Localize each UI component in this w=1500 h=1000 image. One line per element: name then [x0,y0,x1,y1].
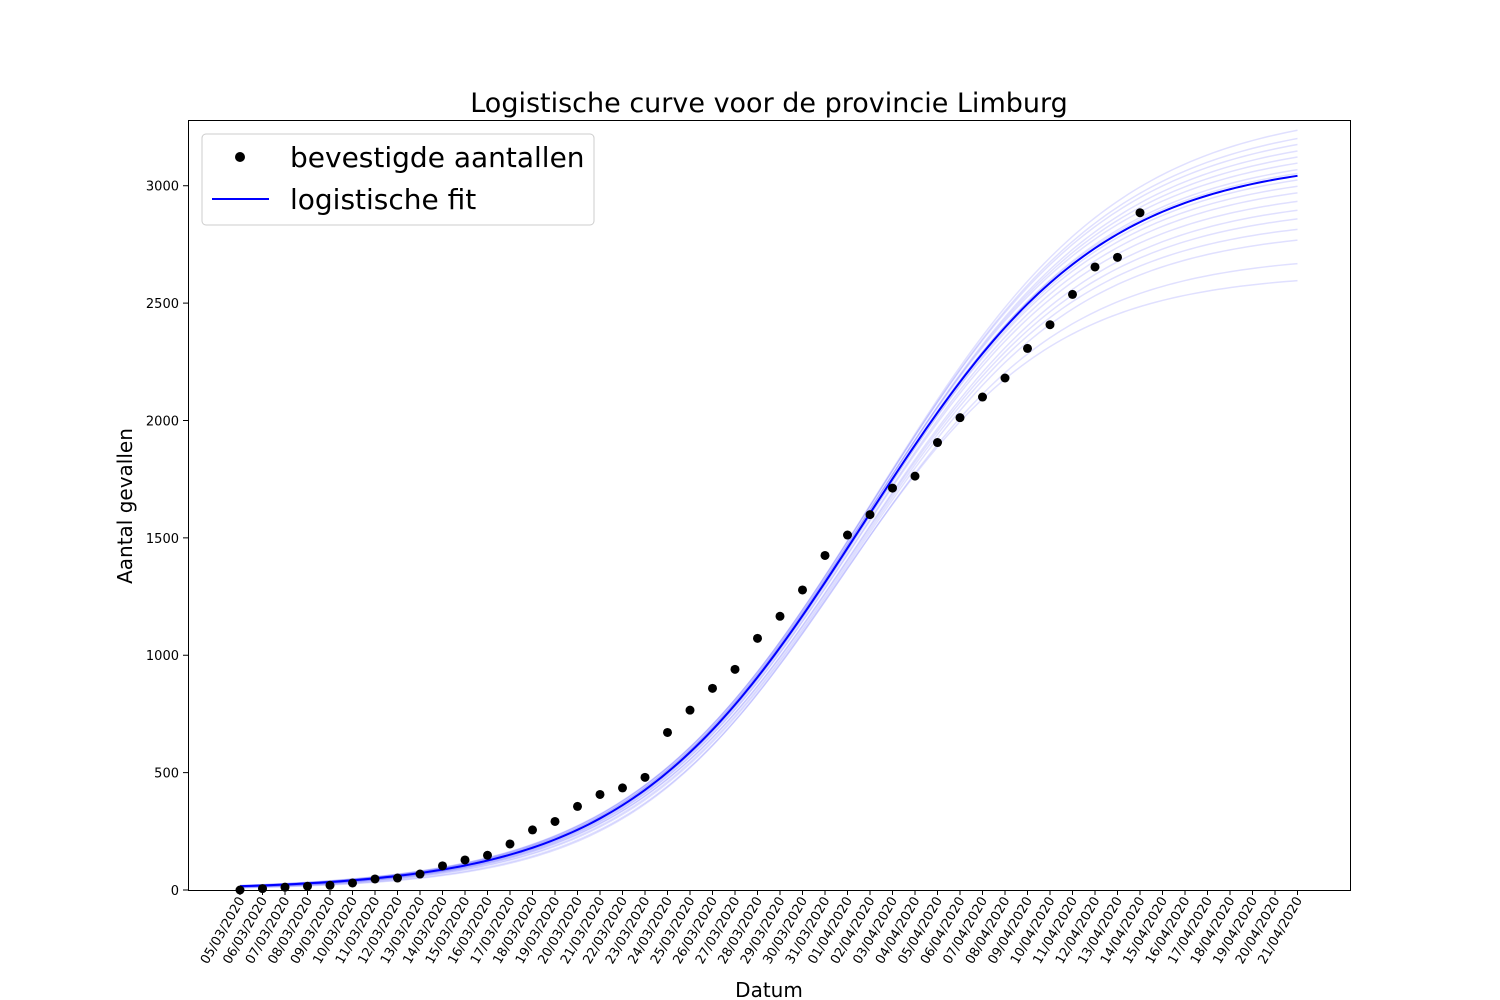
x-axis-label: Datum [735,978,803,1000]
data-point [438,861,447,871]
chart-title: Logistische curve voor de provincie Limb… [470,88,1068,119]
data-point [573,801,582,811]
data-point [663,727,672,737]
data-point [730,664,740,674]
data-point [1090,262,1100,272]
data-point [798,585,807,595]
data-point [528,825,537,835]
data-point [595,789,605,799]
data-point [685,705,695,715]
data-point [618,783,627,793]
y-tick-label: 1000 [146,649,179,664]
legend-label-fit: logistische fit [290,183,476,216]
data-point [910,471,920,481]
data-point [550,816,560,826]
data-point [483,850,492,860]
data-point [348,878,357,888]
data-point [460,855,470,865]
legend: bevestigde aantallen logistische fit [201,133,595,226]
y-tick-label: 2500 [146,297,179,312]
legend-label-data: bevestigde aantallen [290,141,585,174]
data-point [1135,208,1145,218]
x-axis: 05/03/202006/03/202007/03/202008/03/2020… [198,890,1306,967]
data-point [933,438,942,448]
y-tick-label: 2000 [146,414,179,429]
y-axis-label: Aantal gevallen [113,428,137,584]
data-point [280,882,290,892]
data-point [978,392,987,402]
legend-box [201,133,595,226]
data-point [955,413,965,423]
data-point [775,611,785,621]
ensemble-curve [239,262,1298,889]
ensemble-curve [239,239,1298,888]
ensemble-curve [239,279,1298,889]
data-point [1068,289,1077,299]
legend-dot-marker [235,152,245,162]
y-tick-label: 500 [154,767,179,782]
y-tick-label: 0 [171,884,179,899]
data-point [888,483,897,493]
data-point [1045,320,1055,330]
data-point [1113,252,1122,262]
data-point [708,683,717,693]
data-point [640,772,650,782]
data-point [370,874,380,884]
data-point [393,873,402,883]
data-point [1000,373,1010,383]
data-point [820,550,830,560]
data-point [753,633,762,643]
data-point [505,839,515,849]
y-axis: 0 500 1000 1500 2000 2500 3000 [146,180,188,899]
data-point [325,880,335,890]
data-point [303,881,312,891]
data-points [235,208,1145,895]
data-point [843,530,852,540]
data-point [415,869,425,879]
y-tick-label: 3000 [146,180,179,195]
plot-frame [188,120,1351,891]
data-point [1023,343,1032,353]
y-tick-label: 1500 [146,532,179,547]
data-point [865,510,875,520]
